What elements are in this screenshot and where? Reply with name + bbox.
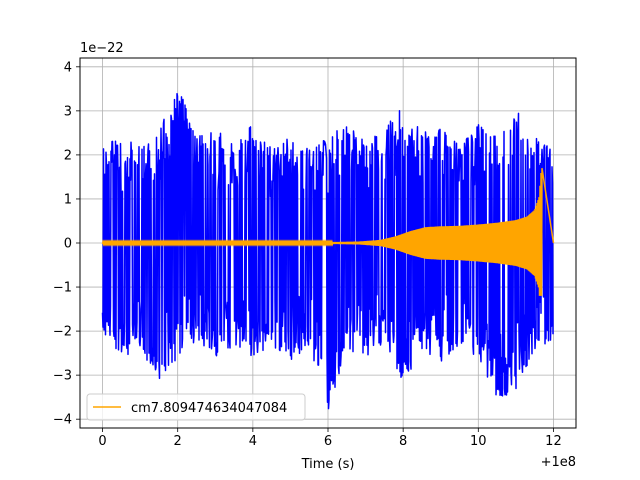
legend: cm7.809474634047084 (86, 393, 306, 421)
x-tick-label: 12 (545, 434, 562, 449)
series-layer (101, 92, 555, 410)
y-scale-label: 1e−22 (80, 41, 124, 56)
chirp-series-line (101, 167, 555, 296)
x-offset-label: +1e8 (541, 455, 576, 470)
x-tick-label: 8 (399, 434, 407, 449)
x-tick-label: 2 (174, 434, 182, 449)
y-tick-label: −2 (53, 325, 72, 340)
noise-series-line (101, 92, 554, 410)
y-tick-label: 2 (64, 148, 72, 163)
y-tick-label: 3 (64, 104, 72, 119)
y-tick-label: −4 (53, 413, 72, 428)
y-tick-label: −1 (53, 281, 72, 296)
x-tick-label: 0 (98, 434, 106, 449)
y-tick-label: 4 (64, 60, 72, 75)
y-tick-label: −3 (53, 369, 72, 384)
y-tick-label: 0 (64, 237, 72, 252)
legend-label-template: cm7.809474634047084 (131, 401, 287, 416)
x-tick-label: 6 (324, 434, 332, 449)
legend-box (86, 393, 306, 421)
x-axis-label: Time (s) (301, 457, 355, 472)
x-tick-label: 4 (249, 434, 257, 449)
x-tick-label: 10 (470, 434, 487, 449)
y-tick-label: 1 (64, 192, 72, 207)
